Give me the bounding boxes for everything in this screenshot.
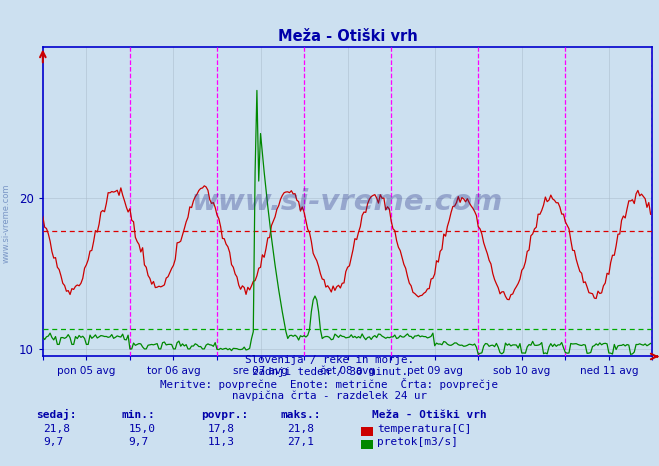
Text: navpična črta - razdelek 24 ur: navpična črta - razdelek 24 ur (232, 391, 427, 401)
Title: Meža - Otiški vrh: Meža - Otiški vrh (277, 29, 418, 44)
Text: 27,1: 27,1 (287, 437, 314, 447)
Text: 21,8: 21,8 (43, 424, 70, 434)
Text: Slovenija / reke in morje.: Slovenija / reke in morje. (245, 356, 414, 365)
Text: temperatura[C]: temperatura[C] (377, 424, 471, 434)
Text: 9,7: 9,7 (43, 437, 63, 447)
Text: zadnji teden / 30 minut.: zadnji teden / 30 minut. (252, 367, 407, 377)
Text: 9,7: 9,7 (129, 437, 149, 447)
Text: www.si-vreme.com: www.si-vreme.com (2, 184, 11, 263)
Text: 21,8: 21,8 (287, 424, 314, 434)
Text: sedaj:: sedaj: (36, 410, 76, 420)
Text: maks.:: maks.: (280, 411, 320, 420)
Text: 15,0: 15,0 (129, 424, 156, 434)
Text: min.:: min.: (122, 411, 156, 420)
Text: Meritve: povprečne  Enote: metrične  Črta: povprečje: Meritve: povprečne Enote: metrične Črta:… (161, 378, 498, 390)
Text: Meža - Otiški vrh: Meža - Otiški vrh (372, 411, 487, 420)
Text: 11,3: 11,3 (208, 437, 235, 447)
Text: www.si-vreme.com: www.si-vreme.com (192, 187, 503, 216)
Text: pretok[m3/s]: pretok[m3/s] (377, 437, 458, 447)
Text: 17,8: 17,8 (208, 424, 235, 434)
Text: povpr.:: povpr.: (201, 411, 248, 420)
